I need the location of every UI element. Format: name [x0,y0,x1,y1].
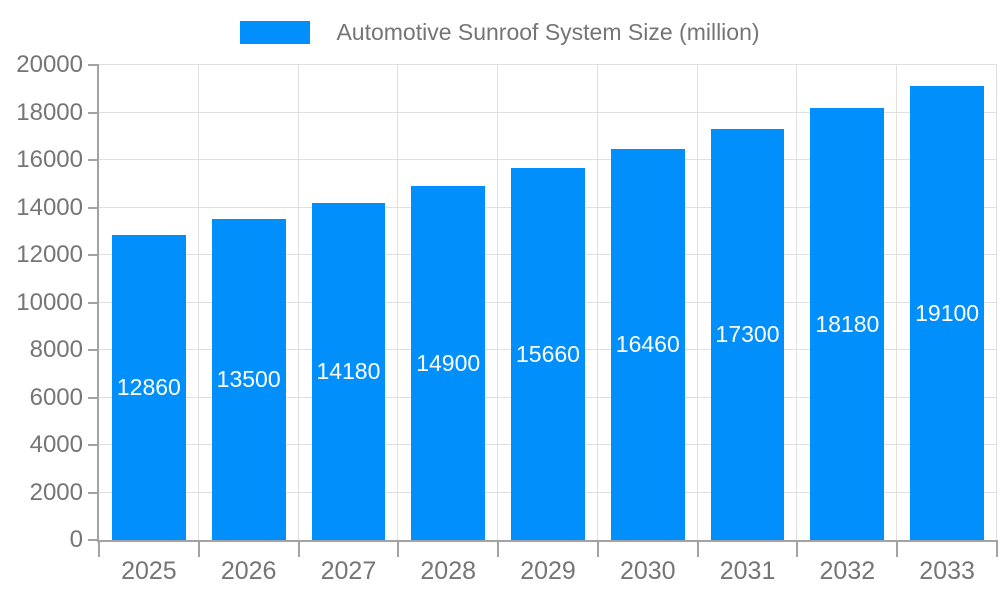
bar-value-label-2030: 16460 [615,331,680,358]
gridline-v-7 [796,65,798,540]
y-axis-tick-4000 [88,444,99,446]
bar-2032[interactable]: 18180 [810,108,885,540]
y-axis-label-20000: 20000 [16,51,83,78]
x-axis-tick-0 [98,540,100,557]
y-axis-tick-10000 [88,301,99,304]
legend[interactable]: Automotive Sunroof System Size (million) [0,19,1000,46]
legend-label: Automotive Sunroof System Size (million) [336,19,760,45]
gridline-h-16000 [99,159,997,160]
gridline-v-8 [896,65,898,540]
y-axis-label-18000: 18000 [16,98,83,126]
bar-value-label-2026: 13500 [216,366,281,393]
bar-value-label-2031: 17300 [715,321,780,348]
gridline-h-20000 [99,64,997,65]
x-axis-tick-7 [796,540,799,557]
x-axis-tick-5 [596,540,599,557]
y-axis-label-2000: 2000 [29,478,83,506]
legend-swatch-icon [240,21,311,44]
x-axis-tick-3 [397,540,400,557]
bar-value-label-2029: 15660 [516,340,580,367]
y-axis-label-4000: 4000 [29,431,83,458]
x-axis-tick-6 [696,540,699,557]
plot-area: 0 2000 4000 6000 8000 10000 12000 14000 16000 180… [16,53,998,584]
y-axis-tick-16000 [88,159,99,161]
gridline-h-18000 [99,111,997,113]
gridline-v-9 [996,65,997,540]
x-axis-label-2032: 2032 [819,557,876,585]
bar-2026[interactable]: 13500 [211,219,286,540]
y-axis-label-12000: 12000 [16,241,83,268]
y-axis-label-8000: 8000 [29,336,83,363]
gridline-v-1 [197,65,199,540]
bar-2027[interactable]: 14180 [311,203,386,540]
bar-value-label-2025: 12860 [116,373,181,400]
y-axis-label-10000: 10000 [16,288,83,316]
x-axis-tick-8 [896,540,899,557]
bar-2030[interactable]: 16460 [610,149,685,540]
gridline-v-5 [596,65,598,540]
x-axis-label-2030: 2030 [619,557,676,585]
y-axis-label-6000: 6000 [29,383,83,411]
y-axis-tick-0 [88,539,99,541]
x-axis-tick-9 [996,540,998,557]
bar-2029[interactable]: 15660 [511,168,585,540]
bar-value-label-2027: 14180 [316,358,381,385]
bar-value-label-2032: 18180 [815,310,880,337]
bar-2031[interactable]: 17300 [710,129,785,540]
bar-2025[interactable]: 12860 [111,234,186,540]
x-axis-label-2025: 2025 [121,557,177,585]
y-axis-label-14000: 14000 [16,193,83,221]
x-axis-label-2026: 2026 [220,557,277,585]
x-axis-tick-1 [197,540,200,557]
bar-value-label-2033: 19100 [915,299,980,326]
y-axis-tick-20000 [88,64,99,66]
bar-2028[interactable]: 14900 [411,186,486,540]
y-axis-label-0: 0 [69,526,83,553]
y-axis-tick-12000 [88,254,99,256]
gridline-v-3 [397,65,399,540]
y-axis-label-16000: 16000 [16,146,83,173]
gridline-v-4 [497,65,499,540]
x-axis-label-2033: 2033 [919,557,975,585]
gridline-v-2 [297,65,299,540]
y-axis-tick-6000 [88,396,99,399]
y-axis-tick-14000 [88,206,99,209]
x-axis-label-2029: 2029 [520,557,576,585]
y-axis-tick-2000 [88,491,99,494]
x-axis-tick-4 [497,540,500,557]
y-axis-tick-8000 [88,349,99,351]
gridline-v-6 [696,65,698,540]
x-axis-label-2031: 2031 [719,557,776,585]
bar-2033[interactable]: 19100 [910,86,985,540]
bar-value-label-2028: 14900 [416,349,481,376]
x-axis-label-2028: 2028 [420,557,477,585]
x-axis-label-2027: 2027 [320,557,377,585]
x-axis-tick-2 [297,540,300,557]
y-axis-tick-18000 [88,111,99,114]
